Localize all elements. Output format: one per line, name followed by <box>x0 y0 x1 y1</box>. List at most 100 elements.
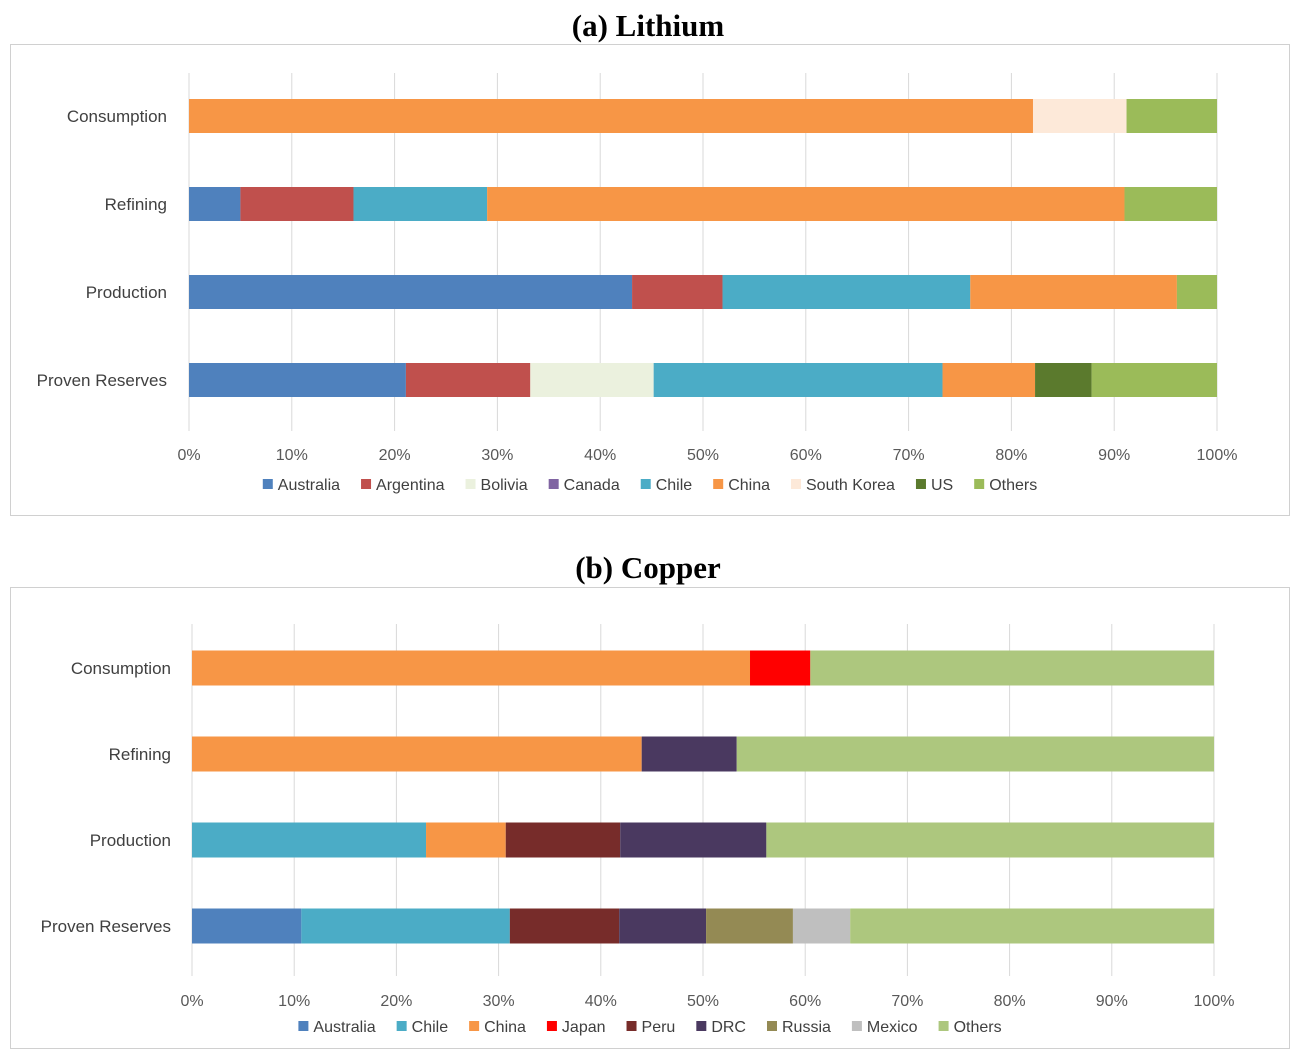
bar-proven-reserves-australia <box>192 908 302 944</box>
legend-swatch-others <box>974 479 985 489</box>
bar-proven-reserves-chile <box>301 908 510 944</box>
bar-consumption-others <box>810 650 1214 686</box>
x-tick-label: 100% <box>1197 447 1238 464</box>
category-label-production: Production <box>86 283 167 302</box>
bar-production-argentina <box>632 275 723 309</box>
chart-a-title: (a) Lithium <box>571 8 725 43</box>
legend-label-bolivia: Bolivia <box>481 477 528 494</box>
bar-proven-reserves-mexico <box>792 908 851 944</box>
legend-label-australia: Australia <box>313 1019 375 1036</box>
legend-swatch-peru <box>626 1021 637 1031</box>
x-tick-label: 40% <box>585 993 617 1010</box>
legend-label-others: Others <box>954 1019 1002 1036</box>
x-tick-label: 90% <box>1096 993 1128 1010</box>
legend-label-australia: Australia <box>278 477 340 494</box>
x-tick-label: 60% <box>789 993 821 1010</box>
bar-production-chile <box>192 822 427 858</box>
bar-refining-drc <box>641 736 737 772</box>
chart-a-plot: 0% 10% 20% 30% 40% 50% 60% 70% 80% 90% 100% Consump… <box>37 73 1238 494</box>
x-tick-label: 30% <box>481 447 513 464</box>
bar-proven-reserves-bolivia <box>530 363 654 397</box>
legend-label-drc: DRC <box>711 1019 746 1036</box>
legend-label-mexico: Mexico <box>867 1019 918 1036</box>
bar-consumption-japan <box>750 650 811 686</box>
legend-label-russia: Russia <box>782 1019 831 1036</box>
bar-production-others <box>766 822 1214 858</box>
x-tick-label: 90% <box>1098 447 1130 464</box>
legend-label-peru: Peru <box>642 1019 676 1036</box>
category-label-refining: Refining <box>105 195 167 214</box>
x-tick-label: 100% <box>1194 993 1235 1010</box>
x-tick-label: 0% <box>177 447 200 464</box>
legend-label-canada: Canada <box>564 477 620 494</box>
bar-consumption-china <box>192 650 751 686</box>
legend-swatch-australia <box>262 479 273 489</box>
bar-production-peru <box>505 822 621 858</box>
x-tick-label: 80% <box>994 993 1026 1010</box>
bar-proven-reserves-china <box>942 363 1036 397</box>
bar-proven-reserves-us <box>1035 363 1092 397</box>
legend-label-china: China <box>484 1019 526 1036</box>
x-tick-label: 20% <box>380 993 412 1010</box>
legend-swatch-others <box>938 1021 949 1031</box>
chart-b-frame: 0% 10% 20% 30% 40% 50% 60% 70% 80% 90% 100% Consump… <box>10 587 1290 1049</box>
bar-consumption-china <box>189 99 1033 133</box>
x-tick-label: 30% <box>483 993 515 1010</box>
bar-refining-chile <box>353 187 488 221</box>
legend-label-chile: Chile <box>412 1019 449 1036</box>
bar-proven-reserves-argentina <box>405 363 531 397</box>
x-tick-label: 70% <box>891 993 923 1010</box>
bar-refining-others <box>1124 187 1217 221</box>
x-tick-label: 10% <box>276 447 308 464</box>
x-tick-label: 50% <box>687 993 719 1010</box>
legend-swatch-mexico <box>851 1021 862 1031</box>
chart-b-plot: 0% 10% 20% 30% 40% 50% 60% 70% 80% 90% 100% Consump… <box>41 624 1235 1036</box>
x-tick-label: 10% <box>278 993 310 1010</box>
legend-label-south-korea: South Korea <box>806 477 895 494</box>
bar-production-australia <box>189 275 633 309</box>
chart-b-title: (b) Copper <box>575 550 721 585</box>
bar-refining-china <box>192 736 642 772</box>
x-tick-label: 70% <box>893 447 925 464</box>
category-label-proven-reserves: Proven Reserves <box>41 917 171 936</box>
x-tick-label: 60% <box>790 447 822 464</box>
x-tick-label: 50% <box>687 447 719 464</box>
legend-swatch-argentina <box>361 479 372 489</box>
bar-consumption-others <box>1126 99 1217 133</box>
bar-proven-reserves-others <box>1091 363 1217 397</box>
x-tick-label: 40% <box>584 447 616 464</box>
legend-swatch-bolivia <box>465 479 476 489</box>
legend-label-japan: Japan <box>562 1019 606 1036</box>
category-label-consumption: Consumption <box>71 659 171 678</box>
legend-swatch-canada <box>548 479 559 489</box>
legend-swatch-russia <box>766 1021 777 1031</box>
category-label-production: Production <box>90 831 171 850</box>
x-tick-label: 80% <box>995 447 1027 464</box>
legend-swatch-australia <box>298 1021 309 1031</box>
bar-consumption-south-korea <box>1032 99 1127 133</box>
legend-swatch-chile <box>396 1021 407 1031</box>
legend-label-chile: Chile <box>656 477 693 494</box>
legend-label-china: China <box>728 477 770 494</box>
x-tick-label: 20% <box>379 447 411 464</box>
legend-label-others: Others <box>989 477 1037 494</box>
x-tick-label: 0% <box>180 993 203 1010</box>
legend-swatch-chile <box>640 479 651 489</box>
bar-proven-reserves-drc <box>619 908 707 944</box>
category-label-consumption: Consumption <box>67 107 167 126</box>
legend-swatch-us <box>915 479 926 489</box>
legend-swatch-china <box>469 1021 480 1031</box>
legend-swatch-south-korea <box>791 479 802 489</box>
bar-proven-reserves-russia <box>706 908 793 944</box>
bar-production-chile <box>722 275 971 309</box>
chart-a-frame: 0% 10% 20% 30% 40% 50% 60% 70% 80% 90% 100% Consump… <box>10 44 1290 516</box>
legend-swatch-drc <box>696 1021 707 1031</box>
bar-refining-china <box>487 187 1125 221</box>
bar-refining-argentina <box>240 187 354 221</box>
legend-swatch-china <box>713 479 724 489</box>
bar-proven-reserves-australia <box>189 363 406 397</box>
bar-proven-reserves-others <box>850 908 1214 944</box>
bar-proven-reserves-peru <box>509 908 620 944</box>
bar-production-drc <box>620 822 767 858</box>
legend-label-us: US <box>931 477 953 494</box>
